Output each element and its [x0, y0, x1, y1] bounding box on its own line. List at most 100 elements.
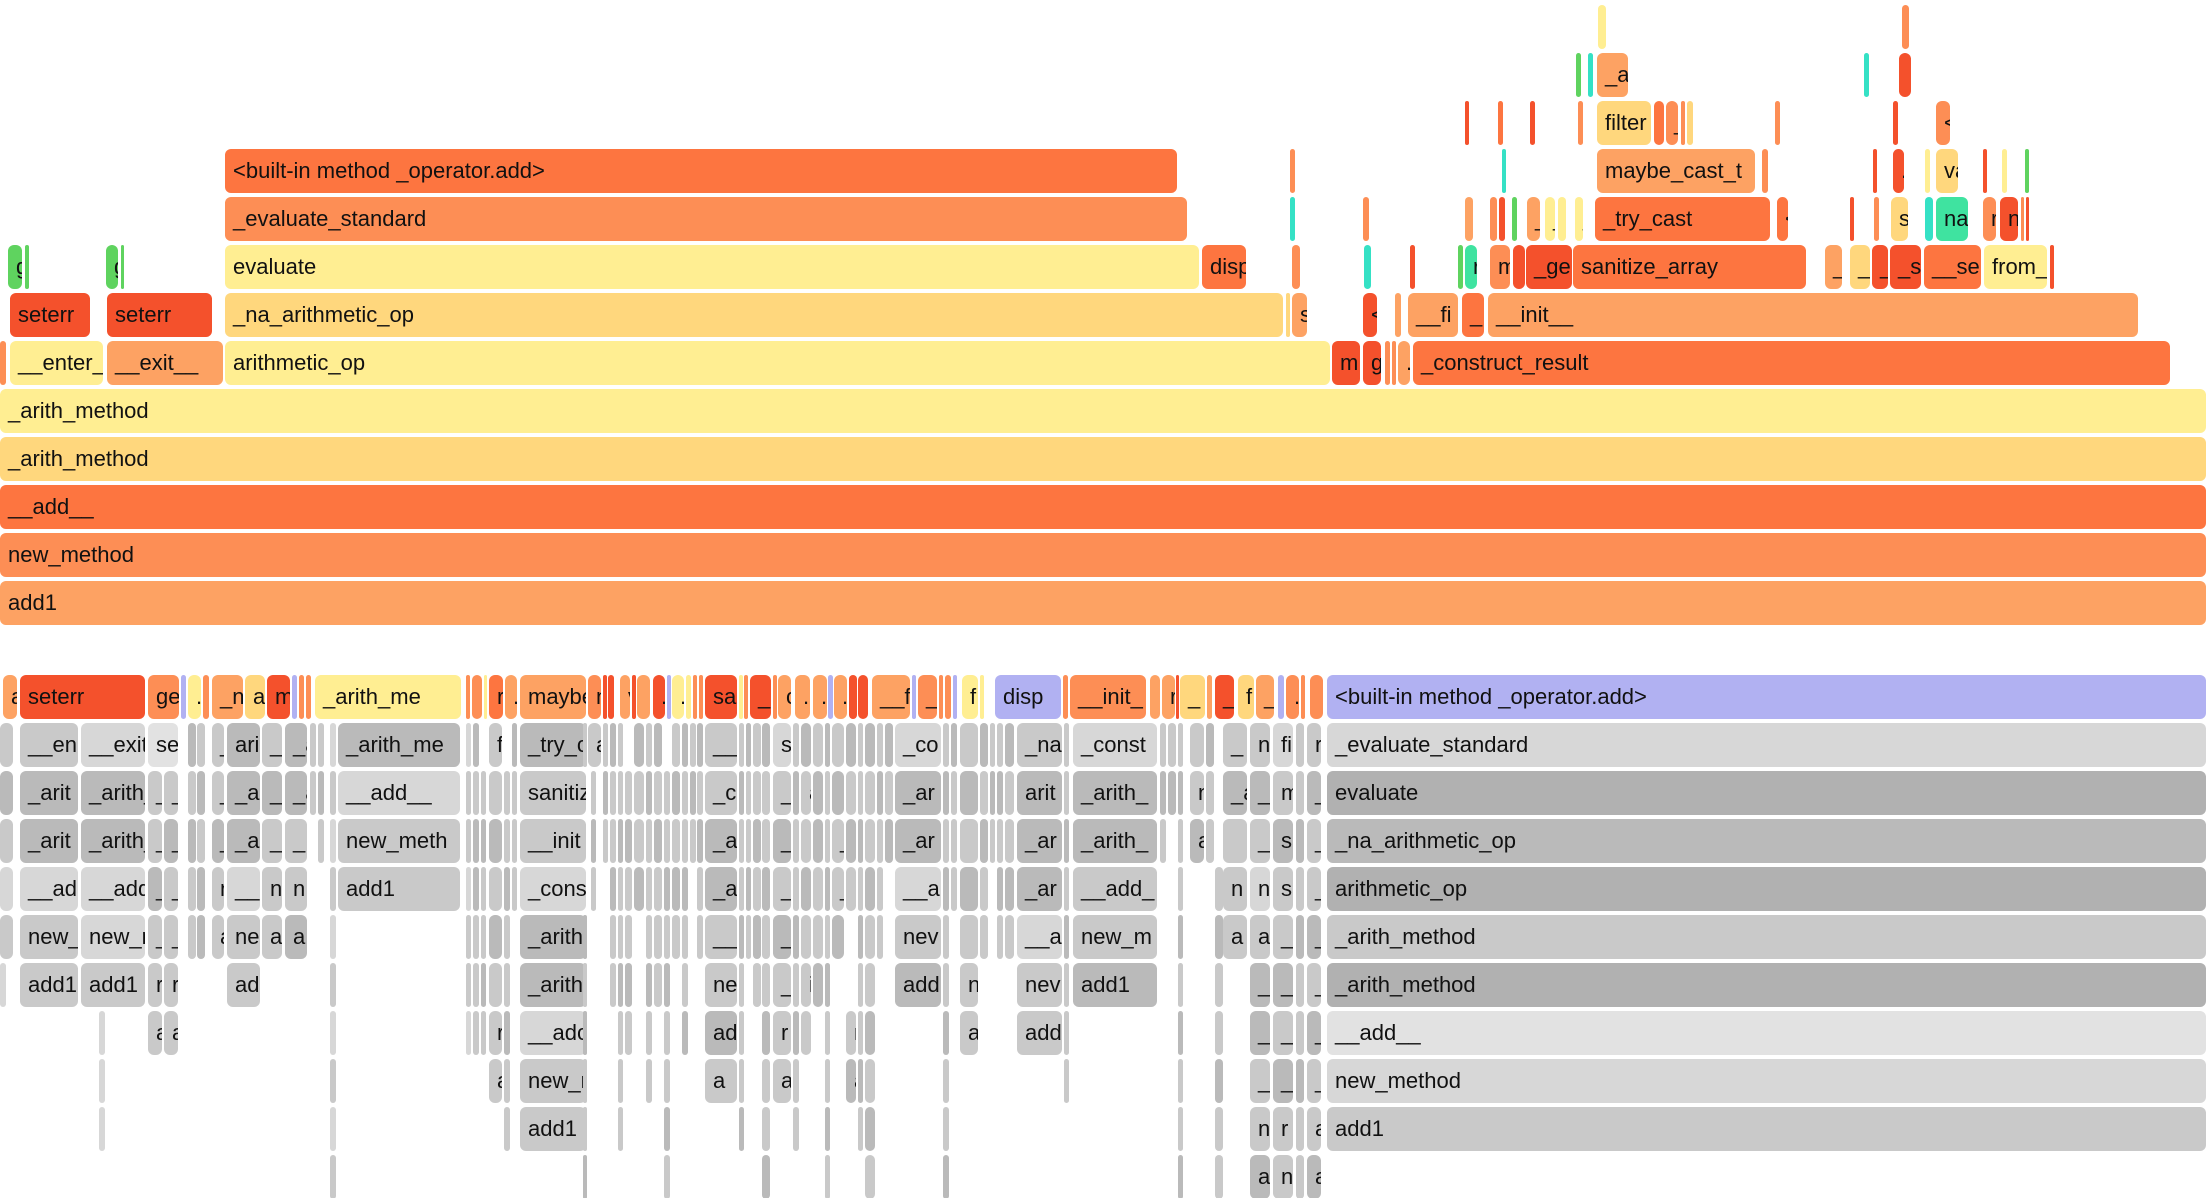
frame-bar[interactable]: [1681, 101, 1685, 145]
frame-bar-caller[interactable]: add1: [81, 963, 145, 1007]
frame-bar[interactable]: [2050, 245, 2054, 289]
frame-bar-caller[interactable]: __a: [895, 867, 941, 911]
frame-bar-caller[interactable]: _: [1307, 915, 1321, 959]
frame-bar-caller[interactable]: _: [262, 723, 282, 767]
frame-bar[interactable]: [1850, 197, 1854, 241]
frame-bar-caller[interactable]: [980, 819, 988, 863]
frame-bar-header[interactable]: .: [1286, 675, 1299, 719]
frame-bar-caller[interactable]: [583, 1107, 587, 1151]
frame-bar-caller[interactable]: [960, 771, 978, 815]
frame-bar-caller[interactable]: [1064, 867, 1069, 911]
frame-bar[interactable]: [1576, 53, 1581, 97]
frame-bar-caller[interactable]: [877, 915, 883, 959]
frame-bar-caller[interactable]: [481, 867, 486, 911]
frame-bar-caller[interactable]: [99, 1107, 105, 1151]
frame-bar-header[interactable]: _c: [1215, 675, 1234, 719]
frame-bar-header[interactable]: [773, 675, 777, 719]
frame-bar-caller[interactable]: [885, 771, 893, 815]
frame-bar-caller[interactable]: [310, 771, 316, 815]
frame-bar-caller[interactable]: [1064, 1011, 1069, 1055]
frame-bar[interactable]: _s: [1890, 245, 1921, 289]
frame-bar-caller[interactable]: [473, 867, 479, 911]
frame-bar-caller[interactable]: __ad: [20, 867, 78, 911]
frame-bar-caller[interactable]: [801, 819, 811, 863]
frame-bar-caller[interactable]: _arit: [20, 819, 78, 863]
frame-bar-caller[interactable]: [664, 867, 670, 911]
frame-bar-caller[interactable]: a: [1307, 1155, 1321, 1198]
frame-bar-caller[interactable]: [197, 867, 205, 911]
frame-bar[interactable]: _arith_method: [0, 389, 2206, 433]
frame-bar-caller[interactable]: __: [705, 723, 737, 767]
frame-bar-caller[interactable]: _: [773, 915, 791, 959]
frame-bar-caller[interactable]: [980, 771, 988, 815]
frame-bar[interactable]: arithmetic_op: [225, 341, 1330, 385]
frame-bar-header[interactable]: [828, 675, 833, 719]
frame-bar[interactable]: r: [1983, 197, 1996, 241]
frame-bar-caller[interactable]: [618, 1107, 623, 1151]
frame-bar-caller[interactable]: [583, 1011, 587, 1055]
frame-bar-caller[interactable]: [489, 867, 502, 911]
frame-bar-caller[interactable]: [504, 867, 510, 911]
frame-bar-caller[interactable]: _arith_method: [1327, 915, 2206, 959]
frame-bar-caller[interactable]: [0, 723, 13, 767]
frame-bar-caller[interactable]: [672, 867, 680, 911]
frame-bar[interactable]: s: [1891, 197, 1908, 241]
frame-bar-header[interactable]: .: [858, 675, 868, 719]
frame-bar-caller[interactable]: [625, 1011, 632, 1055]
frame-bar-header[interactable]: c: [778, 675, 791, 719]
frame-bar-caller[interactable]: [473, 1011, 479, 1055]
frame-bar-header[interactable]: _: [918, 675, 937, 719]
frame-bar-caller[interactable]: [793, 819, 799, 863]
frame-bar-caller[interactable]: [801, 915, 811, 959]
frame-bar-header[interactable]: [1310, 675, 1323, 719]
frame-bar-caller[interactable]: [739, 819, 744, 863]
frame-bar[interactable]: [0, 341, 6, 385]
frame-bar-caller[interactable]: [858, 771, 863, 815]
frame-bar-caller[interactable]: [473, 915, 479, 959]
frame-bar-caller[interactable]: ne: [705, 963, 737, 1007]
frame-bar-caller[interactable]: _arith_method: [1327, 963, 2206, 1007]
frame-bar-caller[interactable]: [846, 723, 856, 767]
frame-bar-caller[interactable]: [825, 1107, 830, 1151]
frame-bar-caller[interactable]: add1: [520, 1107, 586, 1151]
frame-bar-caller[interactable]: se: [148, 723, 178, 767]
frame-bar-caller[interactable]: [625, 771, 632, 815]
frame-bar-caller[interactable]: [310, 723, 316, 767]
frame-bar-caller[interactable]: _: [212, 819, 224, 863]
frame-bar[interactable]: [1458, 245, 1463, 289]
frame-bar-caller[interactable]: ad: [227, 963, 260, 1007]
frame-bar-caller[interactable]: [188, 771, 196, 815]
frame-bar-caller[interactable]: __add: [81, 867, 145, 911]
frame-bar-caller[interactable]: [877, 771, 883, 815]
frame-bar-caller[interactable]: [646, 867, 652, 911]
frame-bar-caller[interactable]: n: [212, 867, 224, 911]
frame-bar-caller[interactable]: [188, 867, 196, 911]
frame-bar-caller[interactable]: [980, 867, 988, 911]
frame-bar-caller[interactable]: [997, 723, 1003, 767]
frame-bar-caller[interactable]: [858, 723, 863, 767]
frame-bar[interactable]: [1874, 197, 1879, 241]
frame-bar-caller[interactable]: evaluate: [1327, 771, 2206, 815]
frame-bar-caller[interactable]: _: [1273, 1011, 1293, 1055]
frame-bar-caller[interactable]: [1178, 1059, 1183, 1103]
frame-bar-caller[interactable]: [793, 1107, 799, 1151]
frame-bar-caller[interactable]: [825, 1059, 830, 1103]
frame-bar-caller[interactable]: [197, 915, 205, 959]
frame-bar-caller[interactable]: [473, 963, 479, 1007]
frame-bar-caller[interactable]: r: [1168, 723, 1176, 767]
frame-bar-caller[interactable]: [825, 771, 830, 815]
frame-bar-caller[interactable]: _: [1307, 1059, 1321, 1103]
frame-bar-caller[interactable]: _: [148, 867, 162, 911]
frame-bar-caller[interactable]: [1296, 819, 1304, 863]
frame-bar-caller[interactable]: [865, 915, 875, 959]
frame-bar[interactable]: _: [1527, 197, 1540, 241]
frame-bar-caller[interactable]: _: [1250, 963, 1270, 1007]
frame-bar-caller[interactable]: [330, 723, 336, 767]
frame-bar-caller[interactable]: [753, 915, 761, 959]
frame-bar[interactable]: <: [1363, 293, 1377, 337]
frame-bar-header[interactable]: _: [1180, 675, 1205, 719]
frame-bar-caller[interactable]: _na_arithmetic_op: [1327, 819, 2206, 863]
frame-bar-caller[interactable]: [466, 723, 471, 767]
frame-bar-header[interactable]: .: [795, 675, 810, 719]
frame-bar-caller[interactable]: [739, 771, 744, 815]
